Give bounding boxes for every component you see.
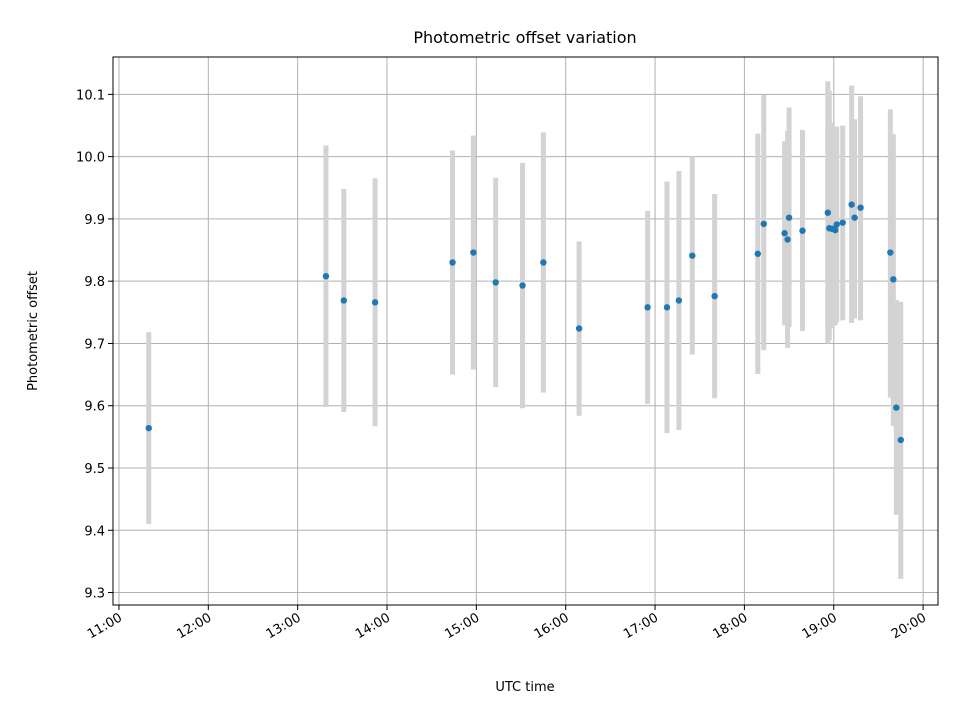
y-tick-label: 9.6: [84, 400, 105, 415]
y-tick-label: 10.1: [76, 88, 105, 103]
data-points: [145, 201, 904, 444]
grid: [113, 57, 938, 605]
y-axis: 9.3 9.4 9.5 9.6 9.7 9.8 9.9 10.0 10.1: [76, 88, 113, 602]
data-point: [663, 304, 671, 311]
data-point: [145, 424, 152, 432]
data-point: [760, 220, 767, 228]
y-tick-label: 9.7: [84, 337, 105, 352]
chart-title: Photometric offset variation: [413, 28, 636, 47]
data-point: [833, 221, 840, 228]
data-point: [832, 226, 839, 234]
y-tick-label: 9.3: [84, 587, 105, 602]
y-axis-label: Photometric offset: [26, 271, 41, 391]
data-point: [519, 282, 526, 289]
data-point: [839, 219, 846, 226]
y-tick-label: 9.5: [84, 462, 105, 477]
data-point: [711, 292, 718, 300]
data-point: [851, 214, 858, 221]
plot-frame: [112, 56, 939, 606]
y-tick-label: 9.4: [84, 524, 105, 539]
data-point: [890, 276, 897, 283]
data-point: [322, 273, 330, 280]
data-point: [449, 259, 456, 266]
y-tick-label: 9.8: [84, 275, 105, 290]
data-point: [754, 250, 762, 257]
data-point: [893, 404, 900, 411]
data-point: [575, 325, 583, 332]
data-point: [887, 249, 894, 256]
data-point: [784, 236, 791, 243]
data-point: [470, 249, 477, 256]
x-axis-label: UTC time: [495, 680, 554, 695]
data-point: [371, 299, 379, 306]
data-point: [644, 304, 651, 311]
y-tick-label: 10.0: [76, 151, 105, 166]
data-point: [492, 279, 499, 286]
data-point: [799, 227, 806, 234]
y-tick-label: 9.9: [84, 213, 105, 228]
data-point: [689, 252, 696, 259]
data-point: [857, 204, 864, 211]
data-point: [848, 201, 855, 208]
data-point: [785, 214, 793, 221]
data-point: [540, 259, 547, 266]
data-point: [781, 230, 788, 237]
data-point: [824, 209, 832, 216]
data-point: [675, 297, 683, 304]
data-point: [340, 297, 348, 304]
data-point: [897, 436, 904, 444]
